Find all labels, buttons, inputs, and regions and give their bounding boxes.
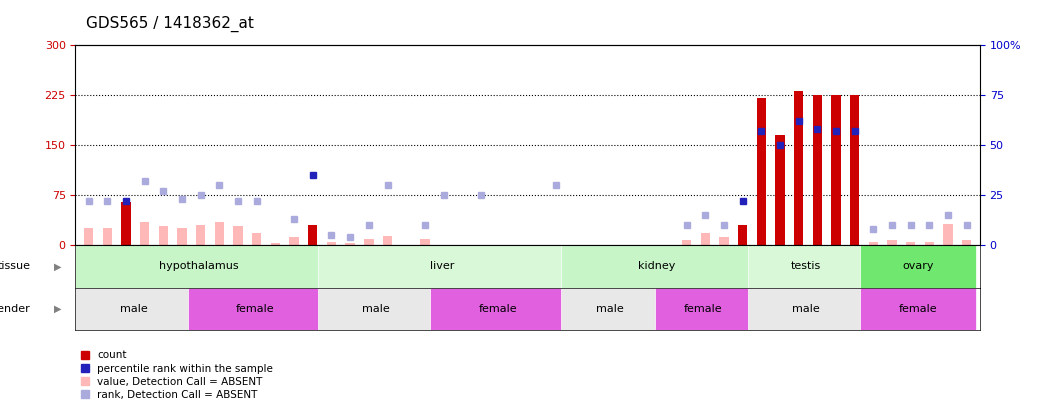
Bar (748, 288, 864, 330)
Bar (327, 242, 336, 245)
Bar (748, 245, 864, 288)
Bar (234, 226, 243, 245)
Bar (888, 240, 897, 245)
Bar (140, 222, 149, 245)
Text: male: male (792, 304, 820, 314)
Bar (776, 135, 785, 245)
Bar (252, 233, 261, 245)
Bar (420, 239, 430, 245)
Text: male: male (119, 304, 148, 314)
Text: gender: gender (0, 304, 30, 314)
Bar (655, 288, 751, 330)
Text: GDS565 / 1418362_at: GDS565 / 1418362_at (86, 16, 254, 32)
Text: ▶: ▶ (54, 304, 62, 314)
Bar (103, 228, 112, 245)
Text: hypothalamus: hypothalamus (159, 261, 239, 271)
Bar (289, 237, 299, 245)
Bar (75, 245, 322, 288)
Bar (364, 239, 373, 245)
Bar (215, 222, 224, 245)
Bar (860, 288, 976, 330)
Text: ▶: ▶ (54, 261, 62, 271)
Bar (907, 242, 915, 245)
Text: ovary: ovary (902, 261, 934, 271)
Text: female: female (236, 304, 275, 314)
Bar (308, 225, 318, 245)
Bar (196, 225, 205, 245)
Bar (831, 95, 840, 245)
Bar (319, 288, 434, 330)
Bar (562, 245, 751, 288)
Text: female: female (479, 304, 517, 314)
Text: tissue: tissue (0, 261, 30, 271)
Text: testis: testis (791, 261, 822, 271)
Text: liver: liver (430, 261, 454, 271)
Bar (346, 243, 355, 245)
Bar (84, 228, 93, 245)
Bar (860, 245, 976, 288)
Bar (188, 288, 322, 330)
Bar (850, 95, 859, 245)
Bar (383, 236, 392, 245)
Bar (738, 225, 747, 245)
Bar (319, 245, 565, 288)
Text: male: male (596, 304, 624, 314)
Bar (177, 228, 187, 245)
Text: female: female (684, 304, 723, 314)
Bar (431, 288, 565, 330)
Bar (924, 242, 934, 245)
Bar (962, 240, 971, 245)
Text: male: male (363, 304, 390, 314)
Bar (700, 233, 709, 245)
Text: kidney: kidney (638, 261, 675, 271)
Legend: count, percentile rank within the sample, value, Detection Call = ABSENT, rank, : count, percentile rank within the sample… (81, 350, 274, 400)
Bar (943, 224, 953, 245)
Bar (122, 202, 131, 245)
Bar (562, 288, 658, 330)
Bar (812, 95, 822, 245)
Bar (158, 226, 168, 245)
Bar (719, 237, 728, 245)
Bar (270, 243, 280, 245)
Text: female: female (899, 304, 938, 314)
Bar (869, 242, 878, 245)
Bar (757, 98, 766, 245)
Bar (682, 240, 692, 245)
Bar (794, 92, 804, 245)
Bar (75, 288, 192, 330)
